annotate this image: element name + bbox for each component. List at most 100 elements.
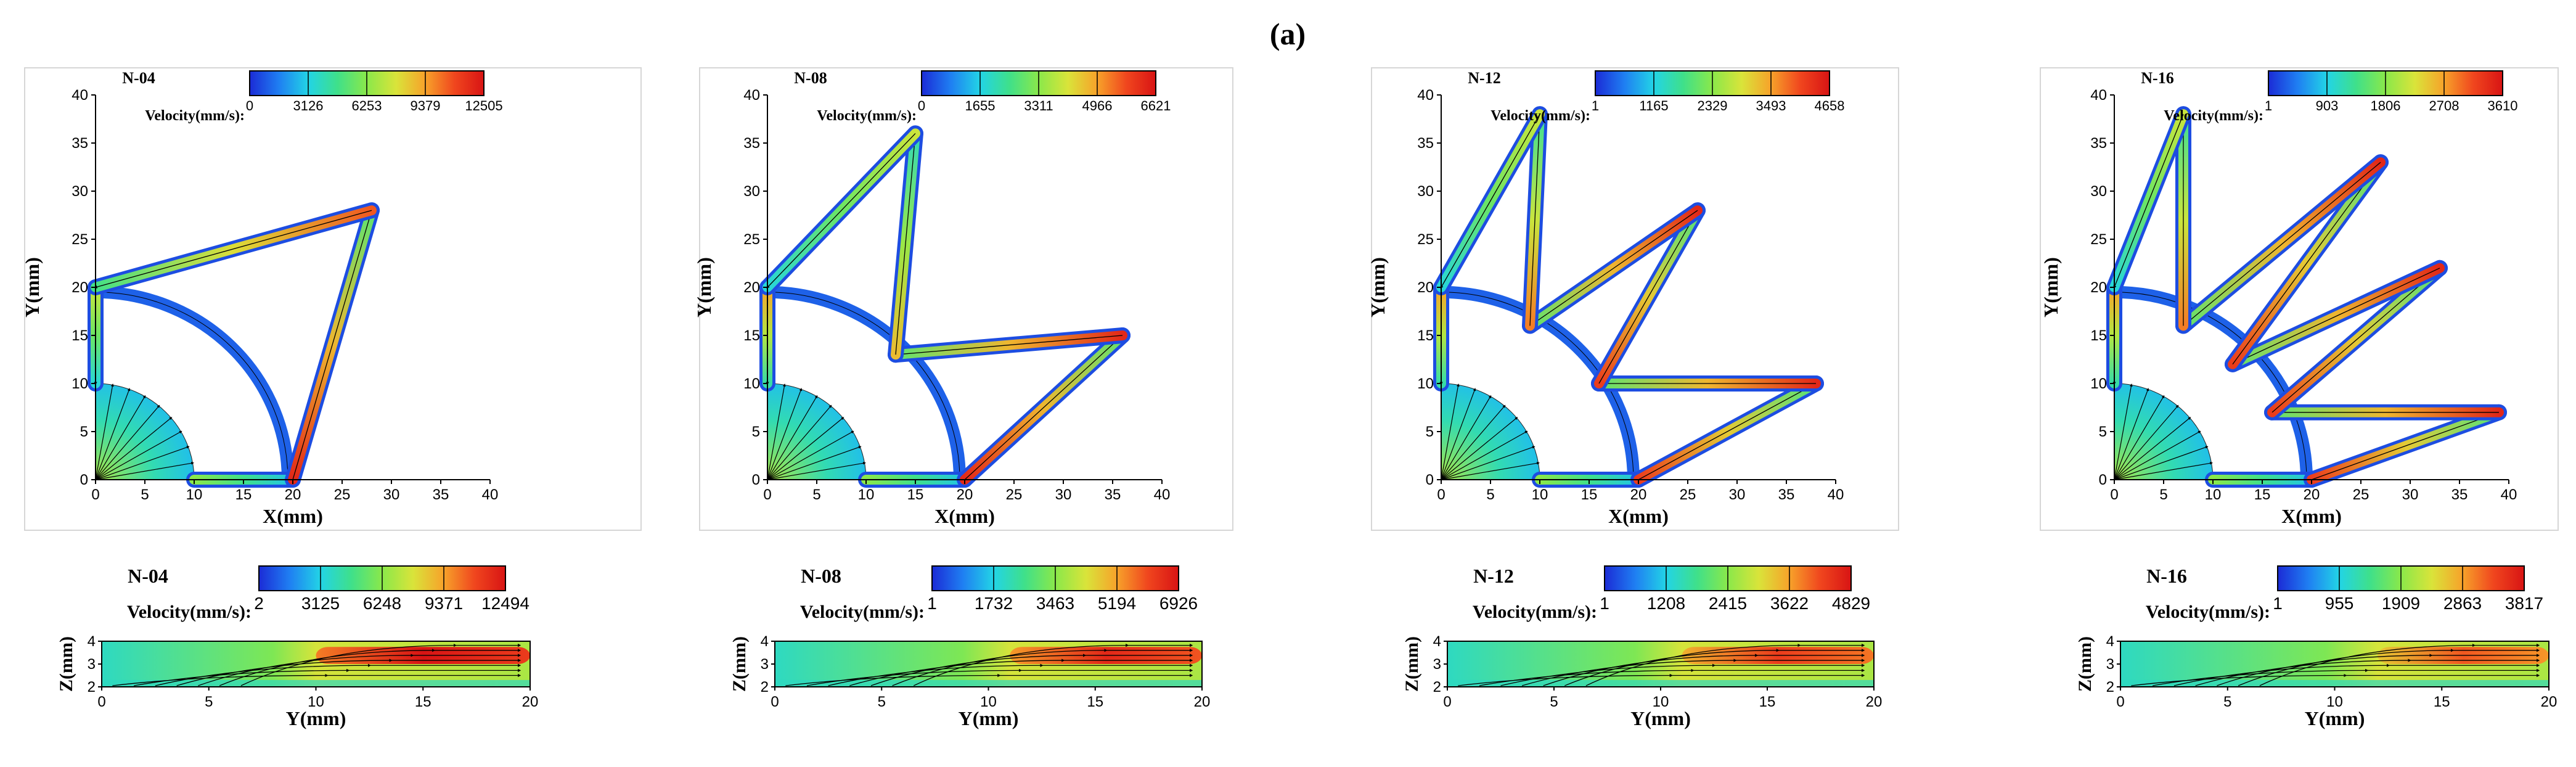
y-tick-label: 10 <box>1417 375 1434 392</box>
chart-panel-side: 0 5 10 15 20 2 3 4 Y(mm) Z(mm) N-16 1 955 1909 2863 381… <box>2075 565 2557 729</box>
y-tick-label: 15 <box>1417 327 1434 344</box>
colorbar-tick-label: 1 <box>2265 98 2272 113</box>
y-tick-label: 4 <box>761 633 769 650</box>
channel-streamline <box>2311 411 2501 480</box>
y-tick-label: 3 <box>88 656 96 673</box>
colorbar-tick-label: 4658 <box>1815 98 1845 113</box>
side-streamline <box>806 668 1193 686</box>
panel-frame <box>699 67 1233 531</box>
x-tick-label: 0 <box>771 694 779 710</box>
panel-title: N-12 <box>1468 69 1500 87</box>
chart-panel-side: 0 5 10 15 20 2 3 4 Y(mm) Z(mm) N-08 1 1732 3463 5194 69… <box>729 565 1210 729</box>
colorbar-tick-label: 903 <box>2316 98 2339 113</box>
side-streamline <box>1458 673 1865 686</box>
x-tick-label: 10 <box>308 694 324 710</box>
colorbar-tick-label: 0 <box>918 98 925 113</box>
colorbar-tick-label: 3125 <box>301 594 340 613</box>
y-tick-label: 3 <box>2106 656 2114 673</box>
channel-streamline <box>894 335 1123 356</box>
side-streamline <box>2173 663 2540 686</box>
y-tick-label: 20 <box>2090 279 2107 296</box>
streamline <box>2114 395 2165 480</box>
colorbar-tick-label: 1 <box>927 594 937 613</box>
bottom-band <box>102 679 530 687</box>
colorbar-tick-label: 1 <box>2273 594 2283 613</box>
colorbar-tick-label: 2329 <box>1698 98 1728 113</box>
colorbar-tick-label: 3311 <box>1024 98 1053 113</box>
y-tick-label: 25 <box>1417 231 1434 248</box>
x-tick-label: 20 <box>2541 694 2558 710</box>
x-tick-label: 35 <box>1105 486 1121 503</box>
streamline <box>95 388 131 480</box>
side-streamline <box>155 663 521 686</box>
x-axis-label: Y(mm) <box>1630 707 1691 729</box>
y-tick-label: 10 <box>743 375 760 392</box>
y-tick-label: 15 <box>2090 327 2107 344</box>
y-tick-label: 5 <box>80 424 88 440</box>
y-tick-label: 5 <box>752 424 760 440</box>
channel-streamline <box>2271 267 2441 413</box>
streamline <box>95 461 194 480</box>
channel-streamline <box>766 133 916 289</box>
y-tick-label: 4 <box>2106 633 2114 650</box>
streamline <box>1441 404 1506 480</box>
y-tick-label: 4 <box>88 633 96 650</box>
streamline <box>767 384 786 480</box>
colorbar-tick-label: 6253 <box>352 98 382 113</box>
streamline <box>1441 395 1492 480</box>
panel-frame <box>1371 67 1899 531</box>
streamline <box>1441 417 1518 480</box>
x-tick-label: 0 <box>763 486 771 503</box>
x-tick-label: 40 <box>2501 486 2517 503</box>
colorbar-tick-label: 0 <box>246 98 253 113</box>
y-tick-label: 3 <box>761 656 769 673</box>
x-tick-label: 20 <box>1630 486 1647 503</box>
panel-frame <box>2040 67 2559 531</box>
y-tick-label: 35 <box>1417 135 1434 152</box>
y-axis-label: Y(mm) <box>2040 257 2062 318</box>
x-tick-label: 0 <box>2110 486 2118 503</box>
x-tick-label: 10 <box>1653 694 1669 710</box>
streamline <box>2114 417 2191 480</box>
y-tick-label: 30 <box>743 183 760 200</box>
x-tick-label: 30 <box>2402 486 2419 503</box>
colorbar-tick-label: 1 <box>1600 594 1609 613</box>
x-tick-label: 20 <box>285 486 301 503</box>
legend-label: Velocity(mm/s): <box>817 108 917 124</box>
x-tick-label: 15 <box>2254 486 2271 503</box>
colorbar-tick-label: 3622 <box>1770 594 1809 613</box>
x-tick-label: 15 <box>1087 694 1103 710</box>
y-tick-label: 35 <box>2090 135 2107 152</box>
x-tick-label: 35 <box>1778 486 1795 503</box>
colorbar-tick-label: 5194 <box>1098 594 1136 613</box>
side-streamline <box>849 658 1193 686</box>
colorbar-tick-label: 4966 <box>1082 98 1113 113</box>
y-tick-label: 0 <box>2099 472 2107 488</box>
y-tick-label: 2 <box>1433 679 1441 695</box>
colorbar-tick-label: 9371 <box>425 594 463 613</box>
colorbar-tick-label: 3493 <box>1756 98 1786 113</box>
side-streamline <box>1500 663 1865 686</box>
x-tick-label: 15 <box>1581 486 1598 503</box>
channel-streamline <box>94 210 372 289</box>
x-tick-label: 30 <box>383 486 400 503</box>
panel-title: N-04 <box>122 69 155 87</box>
y-tick-label: 20 <box>743 279 760 296</box>
y-tick-label: 0 <box>80 472 88 488</box>
streamline <box>95 395 146 480</box>
x-axis-label: X(mm) <box>1608 505 1669 527</box>
y-tick-label: 4 <box>1433 633 1441 650</box>
y-tick-label: 35 <box>72 135 88 152</box>
streamline <box>767 417 844 480</box>
x-tick-label: 30 <box>1729 486 1746 503</box>
side-streamline <box>1585 644 1865 686</box>
y-tick-label: 10 <box>2090 375 2107 392</box>
x-tick-label: 0 <box>2116 694 2124 710</box>
side-streamline <box>112 673 521 686</box>
channel-streamline <box>895 131 917 355</box>
y-axis-label: Y(mm) <box>1367 257 1389 318</box>
streamline <box>2114 446 2209 480</box>
x-tick-label: 5 <box>2223 694 2231 710</box>
y-axis-label: Z(mm) <box>2075 636 2095 692</box>
x-tick-label: 10 <box>2326 694 2343 710</box>
